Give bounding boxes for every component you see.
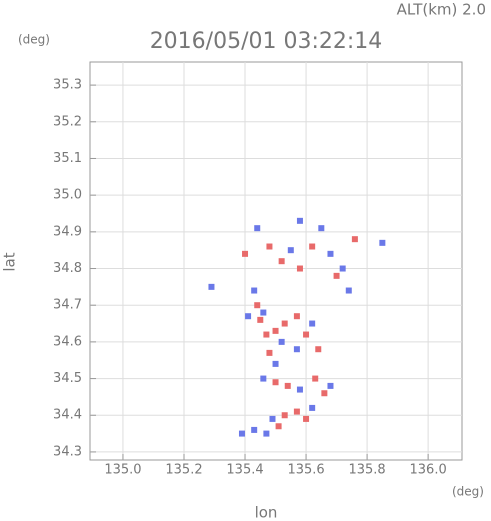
echo-point (242, 250, 249, 257)
echo-point (312, 375, 319, 382)
echo-point (327, 382, 334, 389)
echo-point (251, 426, 258, 433)
y-tick-label: 34.6 (53, 334, 82, 349)
x-unit: (deg) (452, 485, 484, 499)
y-tick-label: 35.0 (53, 188, 82, 203)
echo-point (327, 250, 334, 257)
echo-point (309, 243, 316, 250)
echo-point (272, 327, 279, 334)
echo-point (303, 415, 310, 422)
echo-point (254, 302, 261, 309)
echo-point (278, 258, 285, 265)
echo-point (296, 217, 303, 224)
x-tick-label: 135.8 (348, 463, 385, 478)
echo-point (309, 320, 316, 327)
echo-point (321, 390, 328, 397)
echo-point (272, 379, 279, 386)
y-tick-label: 34.9 (53, 224, 82, 239)
x-tick-label: 135.6 (287, 463, 324, 478)
y-tick-label: 35.3 (53, 78, 82, 93)
header: ALT(km) 2.0 (397, 1, 486, 19)
echo-point (379, 239, 386, 246)
echo-point (339, 265, 346, 272)
y-label: lat (1, 252, 19, 271)
echo-point (275, 423, 282, 430)
echo-point (293, 408, 300, 415)
y-tick-label: 34.4 (53, 408, 82, 423)
y-unit: (deg) (18, 33, 50, 47)
echo-point (345, 287, 352, 294)
x-label: lon (255, 504, 278, 521)
echo-point (260, 309, 267, 316)
echo-point (293, 313, 300, 320)
echo-point (333, 272, 340, 279)
plot-frame (89, 61, 463, 461)
y-tick-label: 35.1 (53, 151, 82, 166)
echo-point (309, 404, 316, 411)
echo-point (287, 247, 294, 254)
y-tick-label: 34.8 (53, 261, 82, 276)
x-tick-label: 136.0 (410, 463, 447, 478)
chart-title: 2016/05/01 03:22:14 (150, 29, 383, 54)
echo-point (281, 412, 288, 419)
echo-point (303, 331, 310, 338)
y-tick-label: 34.3 (53, 444, 82, 459)
echo-point (263, 430, 270, 437)
echo-point (351, 236, 358, 243)
echo-point (318, 225, 325, 232)
echo-point (281, 320, 288, 327)
echo-point (251, 287, 258, 294)
echo-point (296, 386, 303, 393)
y-tick-label: 35.2 (53, 114, 82, 129)
echo-point (272, 360, 279, 367)
echo-point (263, 331, 270, 338)
echo-point (254, 225, 261, 232)
echo-point (266, 243, 273, 250)
x-tick-label: 135.0 (104, 463, 141, 478)
echo-point (257, 316, 264, 323)
echo-point (266, 349, 273, 356)
echo-point (293, 346, 300, 353)
echo-point (245, 313, 252, 320)
echo-point (278, 338, 285, 345)
x-tick-label: 135.2 (165, 463, 202, 478)
echo-point (208, 283, 215, 290)
echo-point (238, 430, 245, 437)
y-tick-label: 34.7 (53, 298, 82, 313)
echo-point (269, 415, 276, 422)
x-tick-label: 135.4 (226, 463, 263, 478)
echo-point (284, 382, 291, 389)
y-tick-label: 34.5 (53, 371, 82, 386)
echo-point (296, 265, 303, 272)
echo-point (315, 346, 322, 353)
echo-point (260, 375, 267, 382)
